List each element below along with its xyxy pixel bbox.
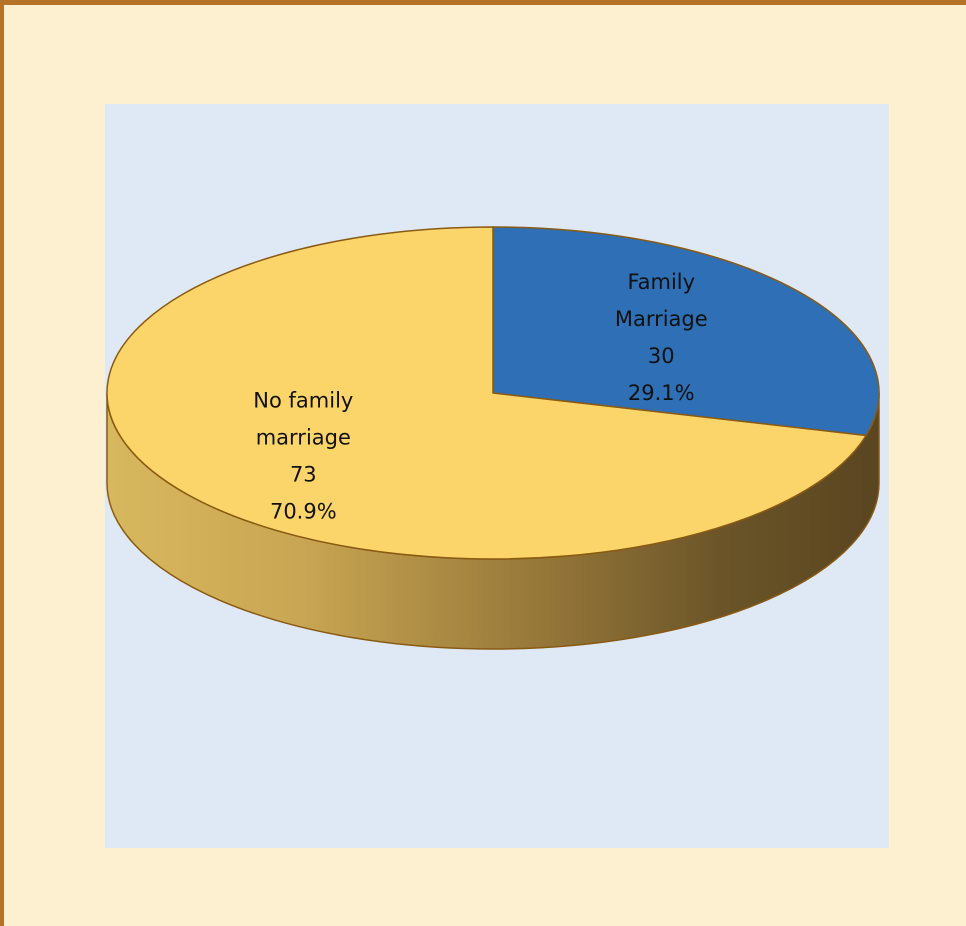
slice-label-text: marriage [256,425,351,449]
slice-label-text: Marriage [615,307,708,331]
pie-slice-family-marriage [492,226,880,437]
slice-label-text: No family [253,388,353,412]
slice-value-label: 30 [648,344,675,368]
slice-value-label: 73 [290,462,317,486]
slice-label-text: Family [627,270,695,294]
pie-slice-no-family-marriage [106,226,868,560]
label-no-family-marriage: No family marriage 73 70.9% [253,388,353,523]
label-family-marriage: Family Marriage 30 29.1% [615,270,708,405]
slice-percent-label: 29.1% [628,381,695,405]
slice-percent-label: 70.9% [270,499,337,523]
